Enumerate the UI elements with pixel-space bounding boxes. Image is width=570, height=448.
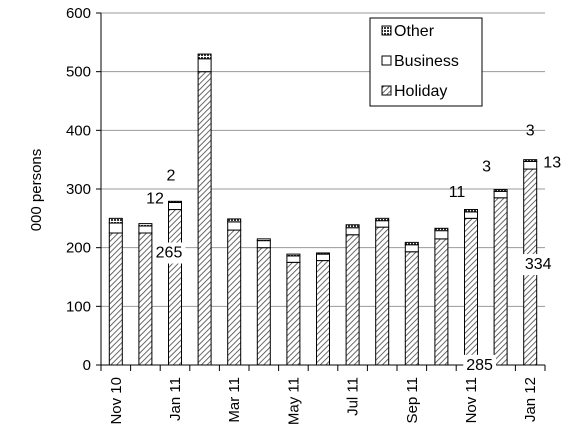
legend-label: Business xyxy=(394,53,459,70)
bar-segment-business xyxy=(375,220,390,228)
data-label: 3 xyxy=(482,159,491,176)
legend-swatch-business xyxy=(381,55,392,66)
data-label-background xyxy=(540,152,565,174)
legend-swatch-other xyxy=(381,25,392,36)
bar-segment-holiday xyxy=(375,226,390,366)
bar-segment-other xyxy=(138,223,153,227)
x-tick-label: Nov 11 xyxy=(463,377,480,423)
data-label-background xyxy=(521,254,555,276)
bar-segment-holiday xyxy=(434,238,449,366)
bar-segment-business xyxy=(168,201,182,211)
x-tick-label: Jan 11 xyxy=(167,377,184,421)
y-tick-label: 100 xyxy=(66,298,91,315)
bar-segment-holiday xyxy=(227,229,242,366)
legend-swatch-holiday xyxy=(381,85,392,96)
data-labels: 212 265 11 3 285 3 13 334 xyxy=(146,123,565,376)
y-tick-label: 0 xyxy=(83,357,91,374)
bar-segment-other xyxy=(286,253,301,257)
bar-segment-other xyxy=(227,218,242,223)
x-tick-label: Mar 11 xyxy=(226,377,243,423)
bar-segment-holiday xyxy=(404,251,419,366)
bar-segment-other xyxy=(404,241,419,246)
bar-segment-holiday xyxy=(256,247,271,366)
data-label: 3 xyxy=(526,123,535,140)
data-label: 12 xyxy=(146,190,164,207)
bar-segment-business xyxy=(464,211,478,219)
bar-segment-holiday xyxy=(345,234,360,366)
bar-segment-business xyxy=(434,230,449,240)
bar-segment-holiday xyxy=(197,71,212,366)
bar-segment-other xyxy=(464,209,478,213)
bar-segment-other xyxy=(108,217,123,224)
bar-segment-holiday xyxy=(108,232,123,366)
bar-segment-other xyxy=(523,159,538,162)
legend-label: Holiday xyxy=(394,83,447,100)
x-tick-labels: Nov 10 Jan 11 Mar 11 May 11 Jul 11 Sep 11 Nov … xyxy=(108,377,539,425)
data-label: 334 xyxy=(525,256,552,273)
data-label: 265 xyxy=(156,245,183,262)
bar-segment-business xyxy=(256,240,271,249)
bar-segment-holiday xyxy=(286,261,301,366)
bar-segment-business xyxy=(404,244,419,253)
y-tick-label: 300 xyxy=(66,181,91,198)
x-tick-label: May 11 xyxy=(285,377,302,425)
bar-segment-other xyxy=(316,252,330,255)
y-tick-labels: 0 100 200 300 400 500 600 xyxy=(66,5,91,374)
bar-segment-other xyxy=(375,217,390,222)
legend-label: Other xyxy=(394,23,435,40)
bar-segment-business xyxy=(286,255,301,263)
bar-segment-business xyxy=(345,227,360,236)
y-axis-label: 000 persons xyxy=(28,149,45,232)
y-tick-label: 400 xyxy=(66,122,91,139)
bar-segment-business xyxy=(197,58,212,73)
bar-segment-holiday xyxy=(316,260,330,366)
bar-segment-holiday xyxy=(138,232,153,366)
bar-segment-business xyxy=(523,160,538,170)
bar-segment-holiday xyxy=(464,217,478,366)
x-tick-label: Nov 10 xyxy=(108,377,125,425)
bar-segment-other xyxy=(493,189,508,192)
bar-segment-business xyxy=(108,222,123,234)
x-tick-label: Sep 11 xyxy=(404,377,421,423)
y-tick-label: 600 xyxy=(66,5,91,22)
bar-segment-other xyxy=(256,238,271,242)
data-label-background xyxy=(152,242,186,264)
x-tick-label: Jan 12 xyxy=(522,377,539,422)
bar-segment-other xyxy=(345,224,360,229)
data-label: 13 xyxy=(543,154,561,171)
bar-segment-other xyxy=(197,53,212,60)
legend: Other Business Holiday xyxy=(369,17,483,107)
bar-segment-business xyxy=(316,253,330,262)
bar-segment-business xyxy=(138,225,153,234)
data-label-background xyxy=(463,354,497,376)
y-tick-label: 200 xyxy=(66,240,91,257)
bar-segment-business xyxy=(227,221,242,231)
bar-segment-business xyxy=(493,190,508,199)
y-tick-label: 500 xyxy=(66,64,91,81)
bar-segment-holiday xyxy=(168,209,182,366)
bar-segment-holiday xyxy=(493,197,508,366)
x-tick-label: Jul 11 xyxy=(345,377,362,416)
data-label: 285 xyxy=(466,357,493,374)
bar-segment-other xyxy=(168,200,182,203)
data-label: 11 xyxy=(449,184,466,201)
bar-segment-other xyxy=(434,227,449,232)
data-label: 2 xyxy=(167,167,176,184)
